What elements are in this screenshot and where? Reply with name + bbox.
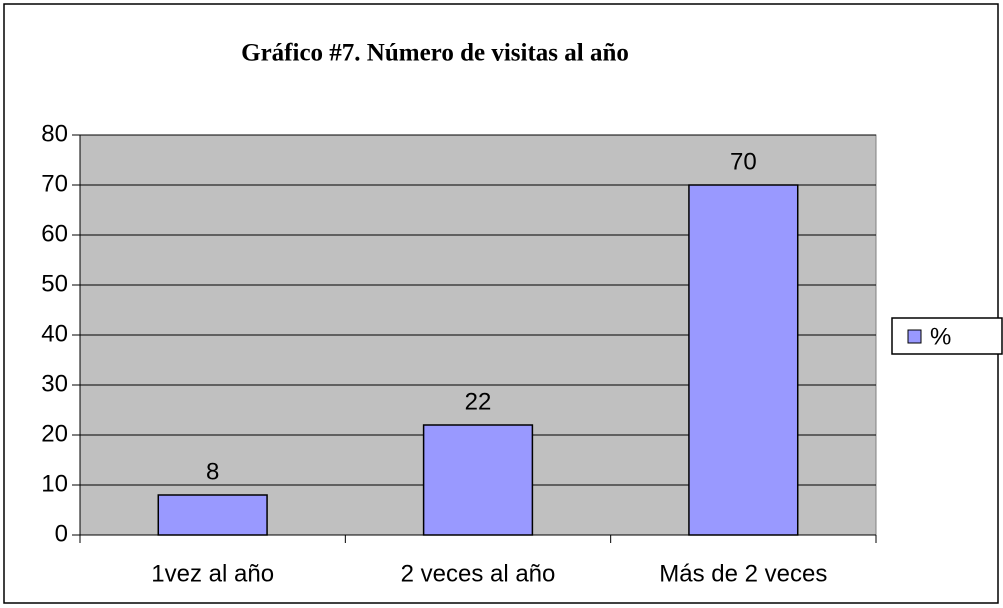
y-tick-label: 20 <box>41 420 68 447</box>
x-tick-label: 1vez al año <box>151 560 274 587</box>
value-label: 70 <box>730 148 757 175</box>
y-tick-label: 80 <box>41 120 68 147</box>
y-tick-label: 10 <box>41 470 68 497</box>
y-tick-label: 40 <box>41 320 68 347</box>
y-tick-label: 70 <box>41 170 68 197</box>
y-tick-label: 60 <box>41 220 68 247</box>
legend-label: % <box>930 323 951 350</box>
bar <box>688 184 799 536</box>
legend-swatch <box>907 329 922 344</box>
value-label: 22 <box>465 388 492 415</box>
y-tick-label: 0 <box>55 520 68 547</box>
value-label: 8 <box>206 458 219 485</box>
chart-title: Gráfico #7. Número de visitas al año <box>241 40 629 67</box>
x-tick-label: 2 veces al año <box>401 560 556 587</box>
y-tick-label: 50 <box>41 270 68 297</box>
x-tick-label: Más de 2 veces <box>659 560 827 587</box>
bar <box>157 494 268 536</box>
bar <box>422 424 534 536</box>
y-tick-label: 30 <box>41 370 68 397</box>
